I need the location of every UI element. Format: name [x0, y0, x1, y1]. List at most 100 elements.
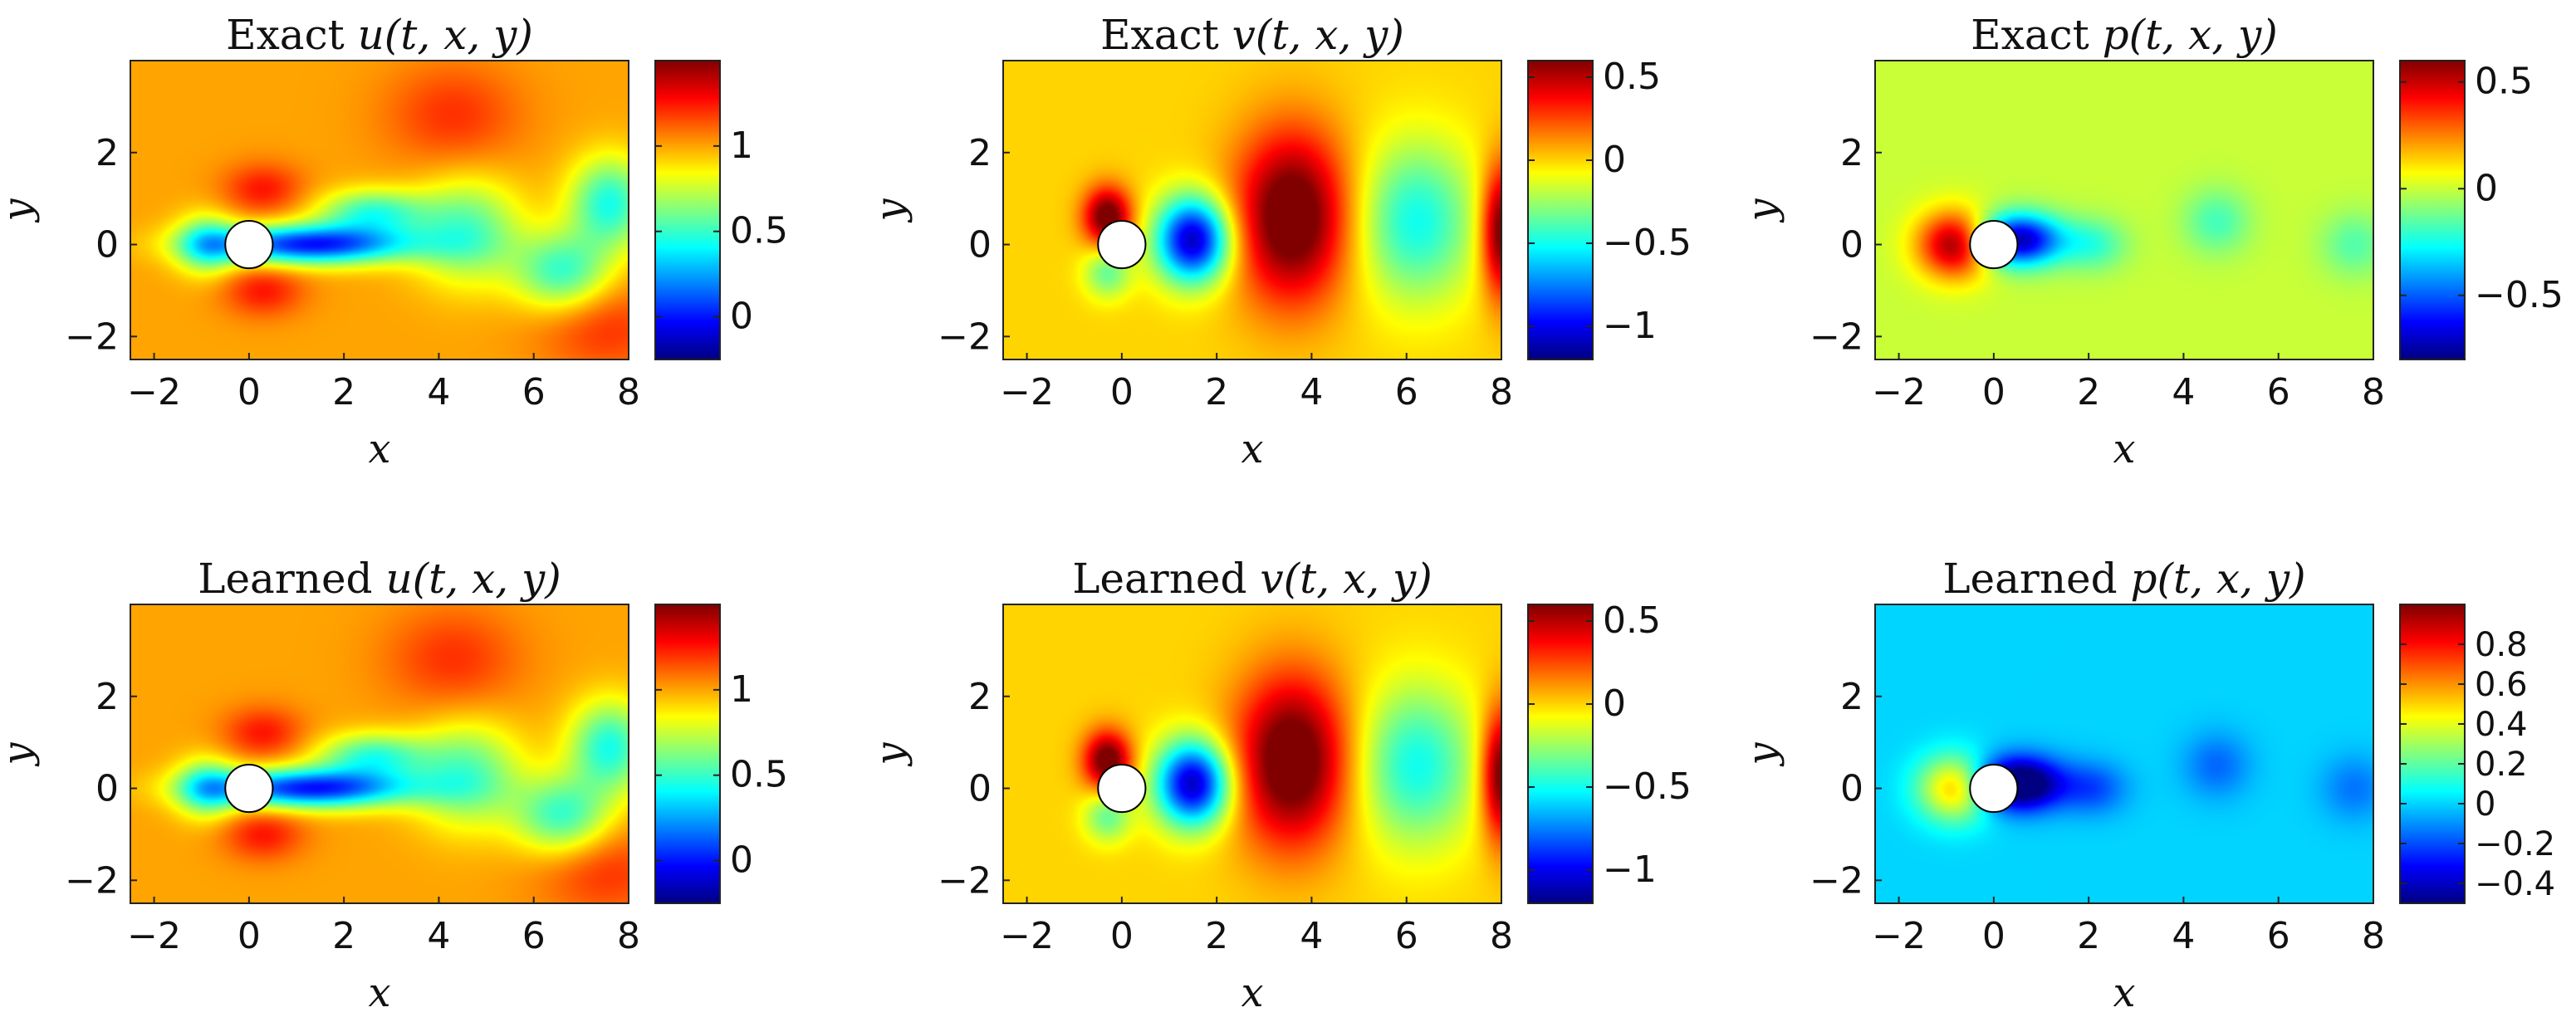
y-tick-label: −2: [65, 315, 119, 358]
colorbar-tick-label: 0: [1603, 139, 1626, 181]
heatmap-field: [130, 604, 629, 903]
x-tick-label: −2: [127, 371, 181, 413]
y-tick-label: −2: [938, 859, 992, 902]
colorbar-tick-label: −0.4: [2475, 865, 2555, 903]
panel-exact-u: −2 0 2 4 6 8 2 0 −2 x y Exact u(t, x, y) 1 0.5 0: [0, 11, 788, 472]
y-tick-label: −2: [1810, 315, 1863, 358]
panel-title: Learned p(t, x, y): [1942, 555, 2305, 603]
colorbar: [2399, 60, 2466, 360]
colorbar-tick-label: 0.4: [2475, 706, 2528, 744]
panel-title: Learned u(t, x, y): [198, 555, 561, 603]
x-tick-label: 0: [1110, 915, 1134, 957]
x-tick-label: 6: [2267, 371, 2290, 413]
x-tick-label: 4: [1300, 915, 1323, 957]
x-axis-label: x: [2113, 970, 2135, 1016]
axes-frame: [1002, 60, 1502, 360]
x-axis-label: x: [1241, 426, 1263, 472]
x-tick-label: 8: [1490, 915, 1513, 957]
colorbar-tick-label: 0.6: [2475, 666, 2528, 704]
x-tick-label: 2: [2077, 915, 2100, 957]
cylinder-obstacle: [1097, 763, 1147, 814]
cylinder-obstacle: [1969, 219, 2019, 270]
x-tick-label: 4: [427, 371, 450, 413]
panel-title: Exact v(t, x, y): [1100, 11, 1404, 59]
panel-title: Exact u(t, x, y): [226, 11, 533, 59]
colorbar-tick-label: 0.5: [2475, 61, 2533, 103]
y-tick-label: −2: [1810, 859, 1863, 902]
cylinder-obstacle: [224, 763, 274, 814]
colorbar-tick-label: 0.2: [2475, 746, 2528, 784]
colorbar-tick-label: 0.8: [2475, 626, 2528, 664]
colorbar: [654, 604, 721, 904]
y-tick-label: 2: [968, 132, 992, 174]
y-axis-label: y: [867, 742, 913, 767]
axes-frame: [1002, 604, 1502, 904]
axes-frame: [1874, 60, 2374, 360]
y-axis-label: y: [0, 742, 41, 767]
x-tick-label: 6: [522, 915, 546, 957]
x-tick-label: 4: [2172, 371, 2195, 413]
colorbar-tick-label: 0: [730, 839, 753, 882]
y-axis-label: y: [1739, 742, 1785, 767]
x-axis-label: x: [368, 970, 390, 1016]
colorbar-tick-label: 1: [730, 668, 753, 711]
x-tick-label: 4: [2172, 915, 2195, 957]
y-tick-label: 0: [95, 768, 119, 810]
x-tick-label: −2: [1000, 915, 1054, 957]
x-tick-label: 6: [1395, 371, 1418, 413]
cylinder-obstacle: [1969, 763, 2019, 814]
y-tick-label: 0: [968, 768, 992, 810]
y-tick-label: 0: [95, 224, 119, 267]
panel-learned-u: −2 0 2 4 6 8 2 0 −2 x y Learned u(t, x, y) 1 0.5 0: [0, 555, 788, 1016]
x-axis-label: x: [2113, 426, 2135, 472]
cylinder-obstacle: [224, 219, 274, 270]
heatmap-field: [1875, 604, 2373, 903]
x-tick-label: −2: [1872, 371, 1926, 413]
y-tick-label: −2: [938, 315, 992, 358]
y-axis-label: y: [867, 198, 913, 223]
y-tick-label: 0: [968, 224, 992, 267]
axes-frame: [130, 60, 629, 360]
colorbar-tick-label: 0.5: [730, 754, 788, 796]
x-tick-label: 2: [2077, 371, 2100, 413]
colorbar-tick-label: −0.5: [2475, 274, 2564, 316]
x-axis-label: x: [1241, 970, 1263, 1016]
x-tick-label: 0: [238, 915, 261, 957]
colorbar-tick-label: 0.5: [1603, 599, 1661, 642]
y-axis-label: y: [0, 198, 41, 223]
panel-learned-p: −2 0 2 4 6 8 2 0 −2 x y Learned p(t, x, y) 0.80.60.4…: [1739, 555, 2555, 1016]
axes-frame: [130, 604, 629, 904]
x-tick-label: 2: [1205, 371, 1228, 413]
x-tick-label: 2: [332, 915, 355, 957]
colorbar-tick-label: −1: [1603, 848, 1657, 891]
colorbar-tick-label: 0.5: [730, 210, 788, 252]
y-tick-label: 0: [1840, 768, 1863, 810]
x-tick-label: 6: [522, 371, 546, 413]
colorbar-tick-label: −0.5: [1603, 222, 1692, 264]
colorbar-tick-label: 1: [730, 125, 753, 167]
panel-exact-v: −2 0 2 4 6 8 2 0 −2 x y Exact v(t, x, y) 0.5 0 −0.5 −1: [867, 11, 1692, 472]
x-tick-label: −2: [1000, 371, 1054, 413]
heatmap-field: [1875, 61, 2373, 359]
colorbar: [654, 60, 721, 360]
x-tick-label: 0: [1982, 915, 2005, 957]
cylinder-obstacle: [1097, 219, 1147, 270]
colorbar-tick-label: −1: [1603, 305, 1657, 347]
y-axis-label: y: [1739, 198, 1785, 223]
panel-title: Exact p(t, x, y): [1971, 11, 2278, 59]
x-tick-label: 6: [2267, 915, 2290, 957]
heatmap-field: [130, 61, 629, 359]
colorbar-tick-label: 0: [730, 296, 753, 338]
colorbar: [1527, 604, 1594, 904]
x-tick-label: 2: [332, 371, 355, 413]
axes-frame: [1874, 604, 2374, 904]
x-tick-label: 4: [1300, 371, 1323, 413]
panel-exact-p: −2 0 2 4 6 8 2 0 −2 x y Exact p(t, x, y) 0.5 0 −0.5: [1739, 11, 2564, 472]
colorbar: [1527, 60, 1594, 360]
y-tick-label: 2: [1840, 676, 1863, 718]
heatmap-field: [1003, 604, 1501, 903]
y-tick-label: 2: [1840, 132, 1863, 174]
x-tick-label: 8: [1490, 371, 1513, 413]
x-tick-label: −2: [127, 915, 181, 957]
